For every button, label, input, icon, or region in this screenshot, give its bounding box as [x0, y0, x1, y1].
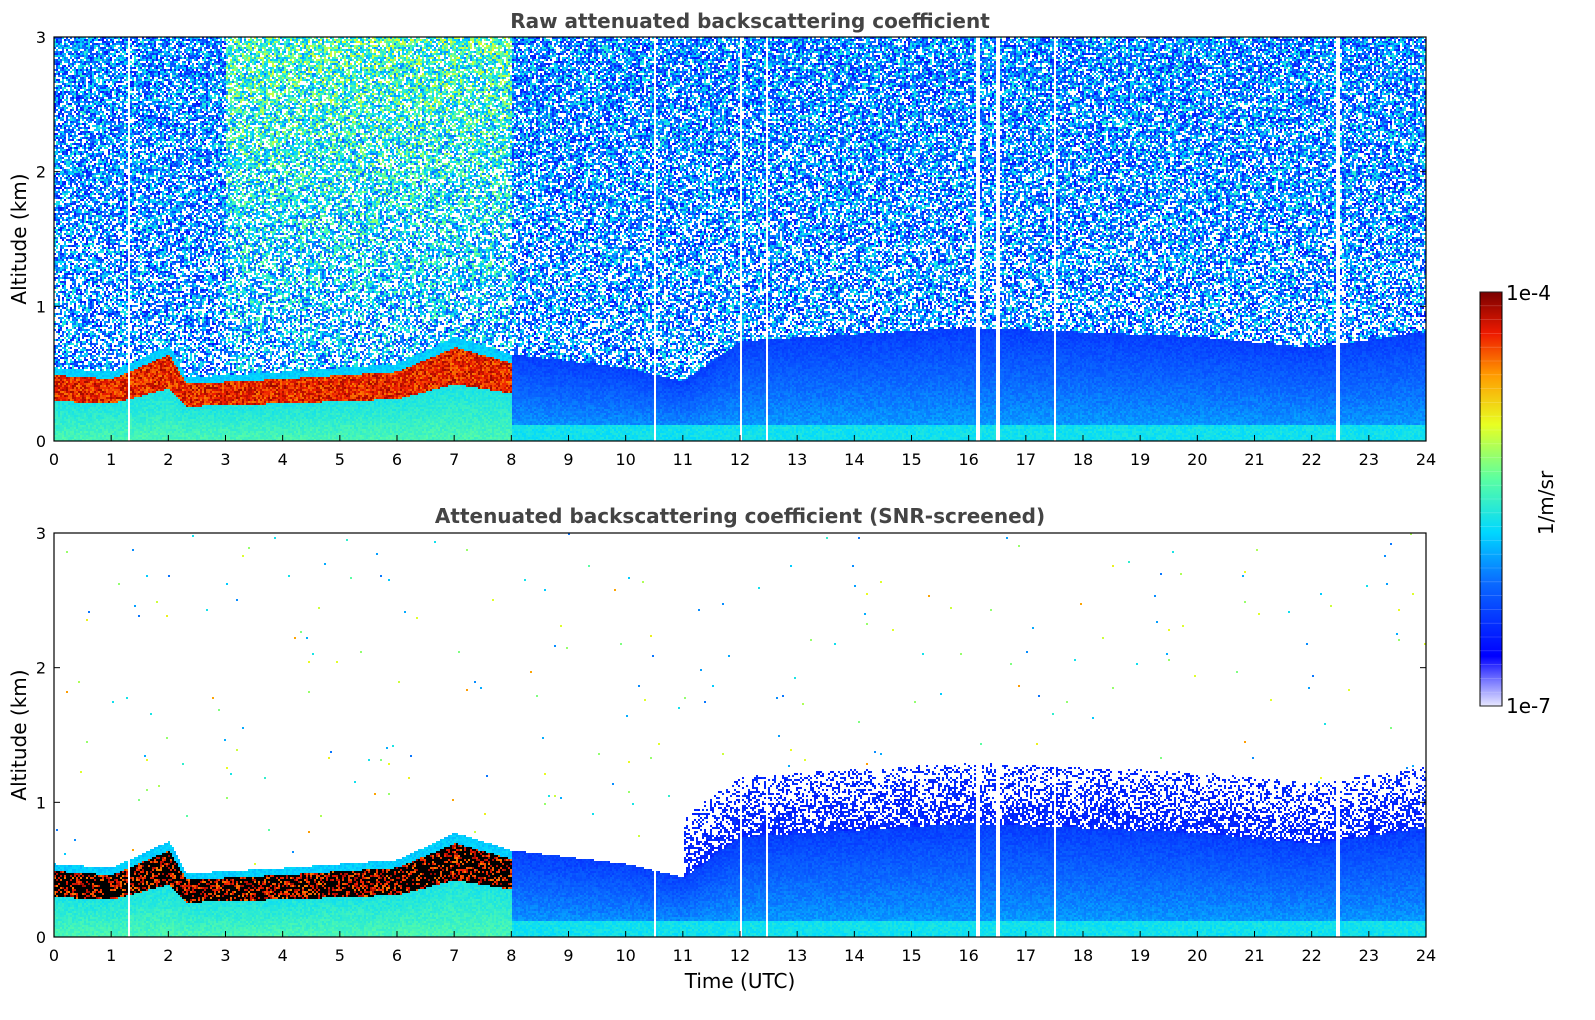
raw-x-ticks: 0 1 2 3 4 5 6 7 8 9 10 11 12 13 14 15 16 17 18 19 20 21 22 23 24: [49, 435, 1436, 469]
raw-panel-title: Raw attenuated backscattering coefficien…: [510, 9, 990, 33]
colorbar: 1e-4 1e-7 1/m/sr: [1479, 281, 1558, 718]
x-tick-label: 6: [392, 946, 402, 965]
x-tick-label: 12: [730, 450, 750, 469]
y-tick-label: 3: [36, 524, 46, 543]
x-axis-label: Time (UTC): [684, 969, 796, 993]
x-tick-label: 8: [506, 450, 516, 469]
x-tick-label: 18: [1073, 946, 1093, 965]
x-tick-label: 13: [787, 450, 807, 469]
x-tick-label: 2: [163, 946, 173, 965]
y-tick-label: 0: [36, 432, 46, 451]
x-tick-label: 5: [335, 946, 345, 965]
x-tick-label: 16: [958, 450, 978, 469]
x-tick-label: 6: [392, 450, 402, 469]
x-tick-label: 3: [220, 450, 230, 469]
x-tick-label: 16: [958, 946, 978, 965]
x-tick-label: 10: [615, 450, 635, 469]
snr-y-ticks: 0 1 2 3: [36, 524, 1426, 947]
x-tick-label: 23: [1359, 450, 1379, 469]
x-tick-label: 14: [844, 946, 864, 965]
y-tick-label: 0: [36, 928, 46, 947]
x-tick-label: 4: [278, 450, 288, 469]
raw-y-ticks: 0 1 2 3: [36, 28, 1426, 451]
x-tick-label: 24: [1416, 946, 1436, 965]
x-tick-label: 12: [730, 946, 750, 965]
x-tick-label: 1: [106, 450, 116, 469]
x-tick-label: 8: [506, 946, 516, 965]
raw-heatmap: [54, 37, 1426, 441]
x-tick-label: 4: [278, 946, 288, 965]
x-tick-label: 11: [673, 946, 693, 965]
x-tick-label: 20: [1187, 946, 1207, 965]
x-tick-label: 7: [449, 946, 459, 965]
x-tick-label: 9: [563, 450, 573, 469]
x-tick-label: 3: [220, 946, 230, 965]
colorbar-bands: [1480, 291, 1502, 707]
snr-y-axis-label: Altitude (km): [7, 669, 31, 800]
x-tick-label: 11: [673, 450, 693, 469]
x-tick-label: 17: [1016, 450, 1036, 469]
y-tick-label: 1: [36, 793, 46, 812]
x-tick-label: 1: [106, 946, 116, 965]
y-tick-label: 2: [36, 659, 46, 678]
snr-x-ticks: 0 1 2 3 4 5 6 7 8 9 10 11 12 13 14 15 16 17 18 19 20 21 22 23 24: [49, 931, 1436, 965]
colorbar-max-label: 1e-4: [1506, 281, 1551, 305]
raw-y-axis-label: Altitude (km): [7, 173, 31, 304]
x-tick-label: 5: [335, 450, 345, 469]
y-tick-label: 2: [36, 163, 46, 182]
y-tick-label: 3: [36, 28, 46, 47]
colorbar-min-label: 1e-7: [1506, 694, 1551, 718]
x-tick-label: 9: [563, 946, 573, 965]
x-tick-label: 19: [1130, 450, 1150, 469]
x-tick-label: 0: [49, 946, 59, 965]
colorbar-gradient: [1479, 291, 1503, 707]
x-tick-label: 14: [844, 450, 864, 469]
x-tick-label: 24: [1416, 450, 1436, 469]
raw-backscatter-panel: Raw attenuated backscattering coefficien…: [7, 9, 1436, 469]
x-tick-label: 18: [1073, 450, 1093, 469]
x-tick-label: 23: [1359, 946, 1379, 965]
x-tick-label: 17: [1016, 946, 1036, 965]
x-tick-label: 19: [1130, 946, 1150, 965]
snr-heatmap: [54, 533, 1426, 937]
x-tick-label: 7: [449, 450, 459, 469]
colorbar-unit-label: 1/m/sr: [1534, 470, 1558, 535]
x-tick-label: 20: [1187, 450, 1207, 469]
y-tick-label: 1: [36, 297, 46, 316]
x-tick-label: 2: [163, 450, 173, 469]
x-tick-label: 21: [1244, 450, 1264, 469]
snr-screened-panel: Attenuated backscattering coefficient (S…: [7, 504, 1436, 993]
x-tick-label: 0: [49, 450, 59, 469]
x-tick-label: 13: [787, 946, 807, 965]
x-tick-label: 22: [1301, 946, 1321, 965]
x-tick-label: 22: [1301, 450, 1321, 469]
snr-panel-title: Attenuated backscattering coefficient (S…: [435, 504, 1045, 528]
x-tick-label: 15: [901, 946, 921, 965]
x-tick-label: 15: [901, 450, 921, 469]
x-tick-label: 21: [1244, 946, 1264, 965]
x-tick-label: 10: [615, 946, 635, 965]
